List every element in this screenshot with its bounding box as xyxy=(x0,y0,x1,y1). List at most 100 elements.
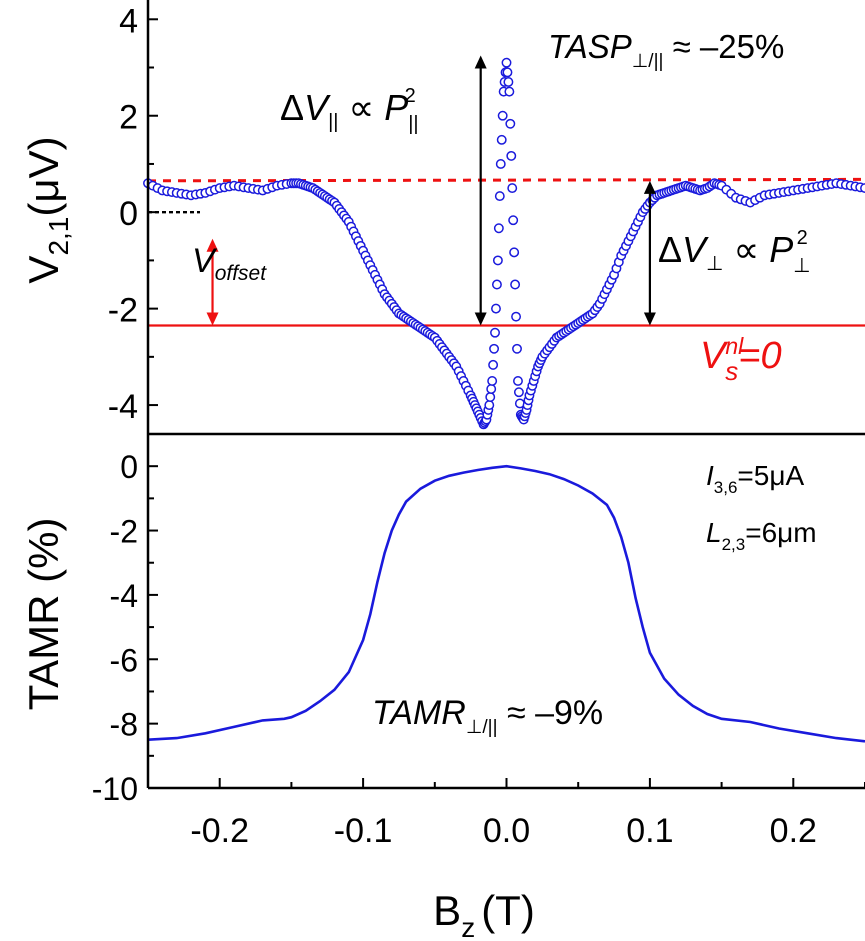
data-point xyxy=(497,110,508,121)
v-offset-arrow-head-bottom xyxy=(206,312,219,326)
tasp-rest: ≈ –25% xyxy=(663,28,784,65)
top-y-tick-label: 0 xyxy=(119,195,138,233)
current-main: I xyxy=(706,460,714,491)
top-y-tick-label: -4 xyxy=(108,388,138,426)
data-point xyxy=(484,400,495,411)
data-point xyxy=(501,57,512,68)
x-label-sub: z xyxy=(461,912,475,941)
bottom-y-tick-label: -10 xyxy=(92,771,138,807)
data-point xyxy=(496,134,507,145)
x-tick-label: -0.1 xyxy=(334,812,393,850)
top-y-label-sub: 2,1 xyxy=(43,217,74,256)
data-point xyxy=(507,183,518,194)
dvpar-prop: ∝ xyxy=(338,87,384,128)
data-point xyxy=(509,247,520,258)
top-y-tick-label: 2 xyxy=(119,99,138,137)
tamr-curve xyxy=(147,464,865,743)
tasp-sub: ⊥/|| xyxy=(632,51,664,72)
data-point xyxy=(508,215,519,226)
top-y-tick-label: 4 xyxy=(119,2,138,40)
vnl-sub: s xyxy=(725,356,738,386)
tasp-main: TASP xyxy=(548,28,632,65)
bottom-y-axis-label: TAMR (%) xyxy=(20,518,67,711)
x-label-unit: (T) xyxy=(481,887,535,934)
length-sub: 2,3 xyxy=(722,535,746,554)
dvpar-v: V xyxy=(304,87,331,128)
tamr-main: TAMR xyxy=(372,694,466,732)
data-point xyxy=(506,150,517,161)
bottom-y-tick-label: -6 xyxy=(110,642,138,678)
x-axis-label: Bz (T) xyxy=(433,887,535,941)
length-annotation: L2,3=6μm xyxy=(706,517,817,554)
top-panel: 420-2-4 V2,1(μV) TASP⊥/|| ≈ –25% ΔV|| ∝ … xyxy=(20,2,865,430)
x-tick-label: 0.0 xyxy=(483,812,530,850)
dvperp-p: P xyxy=(769,229,793,270)
top-y-label-main: V xyxy=(20,256,67,284)
v-offset-arrow-head-top xyxy=(206,238,219,252)
delta-v-perp-arrow-head-bottom xyxy=(643,312,656,326)
top-y-axis-label: V2,1(μV) xyxy=(20,136,74,283)
dvpar-delta: Δ xyxy=(280,87,304,128)
v-offset-arrow xyxy=(206,238,219,326)
vnl-zero-label: Vnl s=0 xyxy=(700,333,782,386)
data-point xyxy=(513,387,524,398)
data-point xyxy=(491,303,501,314)
delta-v-perp-arrow xyxy=(643,180,656,326)
data-point xyxy=(504,86,515,97)
top-scatter-series xyxy=(143,57,865,430)
delta-v-parallel-arrow xyxy=(474,55,487,326)
delta-v-parallel-arrow-head-top xyxy=(474,55,487,69)
tamr-rest: ≈ –9% xyxy=(498,694,604,732)
current-sub: 3,6 xyxy=(714,478,738,497)
dvpar-vsub: || xyxy=(328,111,338,133)
bottom-y-tick-label: -2 xyxy=(110,514,138,550)
dvpar-psub: || xyxy=(408,113,418,135)
tamr-sub: ⊥/|| xyxy=(466,717,498,738)
bottom-panel: 0 -2 -4 -6 -8 -10 -0.2 -0.1 0.0 0.1 0.2 TAMR (%) B… xyxy=(20,449,865,941)
data-point xyxy=(489,343,500,354)
vnl-rest: =0 xyxy=(738,335,781,377)
data-point xyxy=(490,327,500,338)
v-offset-label: Voffset xyxy=(192,242,267,285)
data-point xyxy=(488,359,499,370)
data-point xyxy=(493,223,504,234)
data-point xyxy=(495,159,506,169)
tasp-annotation: TASP⊥/|| ≈ –25% xyxy=(548,28,784,72)
top-y-label-unit: (μV) xyxy=(20,136,67,216)
bottom-y-tick-label: 0 xyxy=(120,449,138,485)
x-tick-label: -0.2 xyxy=(190,812,249,850)
length-main: L xyxy=(706,517,722,548)
length-rest: =6μm xyxy=(745,517,816,548)
data-point xyxy=(492,255,503,266)
delta-v-perp-arrow-head-top xyxy=(643,180,656,194)
vnl-sup: nl xyxy=(725,333,744,359)
current-rest: =5μA xyxy=(737,460,804,491)
bottom-y-tick-label: -4 xyxy=(110,578,138,614)
data-point xyxy=(494,191,505,202)
dvperp-v: V xyxy=(682,229,709,270)
dvperp-prop: ∝ xyxy=(723,229,769,270)
dvpar-p: P xyxy=(384,87,408,128)
dvpar-psup: 2 xyxy=(405,85,416,107)
data-point xyxy=(486,384,497,394)
data-point xyxy=(502,67,513,78)
bottom-axis-ticks: 0 -2 -4 -6 -8 -10 -0.2 -0.1 0.0 0.1 0.2 xyxy=(92,449,865,850)
bottom-y-tick-label: -8 xyxy=(110,707,138,743)
data-point xyxy=(505,118,516,129)
dashed-baseline xyxy=(147,177,865,183)
dvperp-psub: ⊥ xyxy=(793,255,810,277)
dvperp-delta: Δ xyxy=(658,229,682,270)
voffset-main: V xyxy=(192,242,218,280)
data-point xyxy=(511,311,522,322)
data-point xyxy=(487,376,498,386)
dvperp-psup: 2 xyxy=(797,227,808,249)
x-label-main: B xyxy=(433,887,461,934)
delta-v-parallel-arrow-head-bottom xyxy=(474,312,487,326)
top-reference-lines xyxy=(147,177,865,327)
current-annotation: I3,6=5μA xyxy=(706,460,804,497)
data-point xyxy=(512,343,522,354)
delta-v-parallel-label: ΔV|| ∝ P||2 xyxy=(280,85,419,135)
top-y-tick-label: -2 xyxy=(108,292,138,330)
voffset-sub: offset xyxy=(215,262,268,285)
